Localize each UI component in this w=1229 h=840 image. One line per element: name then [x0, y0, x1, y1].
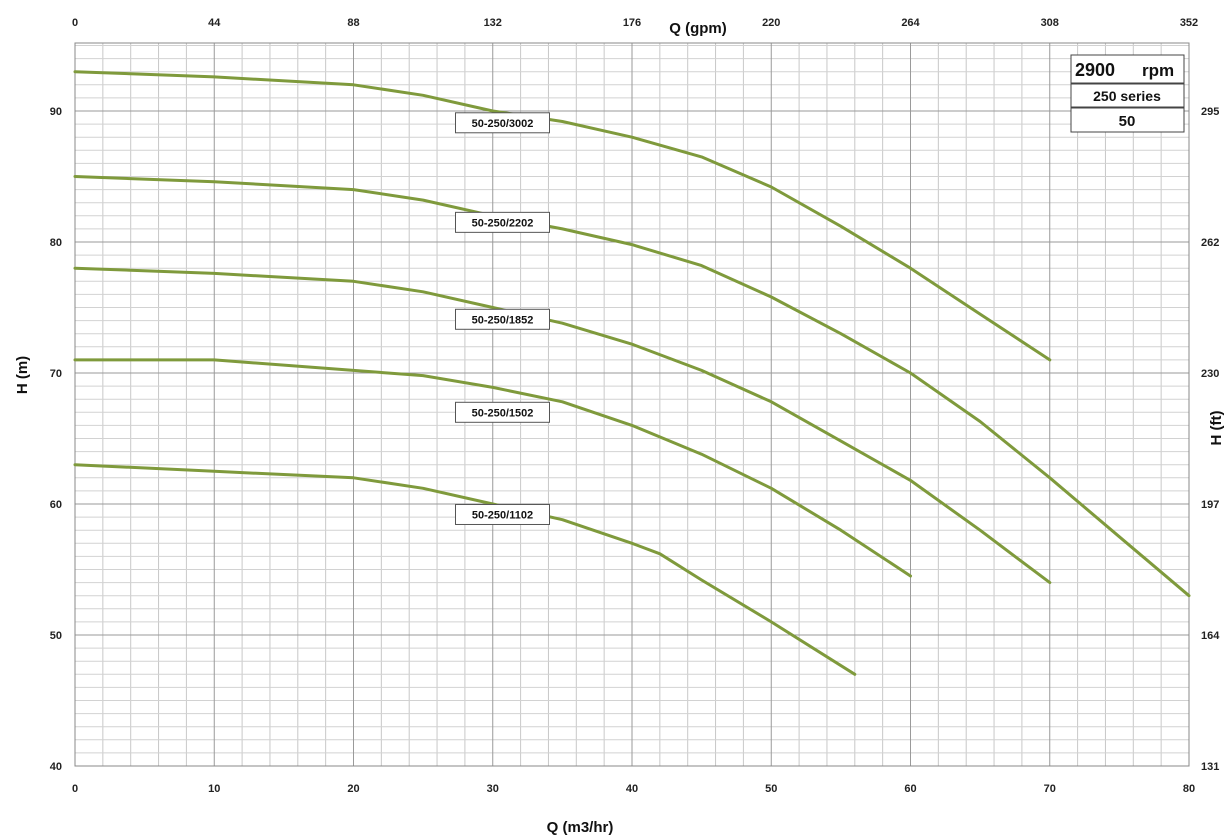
- x2-tick-label: 132: [484, 17, 502, 29]
- y-axis-ticks: 40 50 60 70 80 90: [50, 106, 62, 773]
- x-tick-label: 80: [1183, 783, 1195, 795]
- x-axis-ticks: 0 10 20 30 40 50 60 70 80: [72, 783, 1195, 795]
- x2-axis-title: Q (gpm): [669, 20, 727, 37]
- x2-axis-ticks: 0 44 88 132 176 220 264 308 352: [72, 17, 1198, 29]
- x2-tick-label: 88: [347, 17, 359, 29]
- x-tick-label: 10: [208, 783, 220, 795]
- x-tick-label: 0: [72, 783, 78, 795]
- x2-tick-label: 352: [1180, 17, 1198, 29]
- info-speed: 2900: [1075, 60, 1115, 80]
- y-tick-label: 70: [50, 368, 62, 380]
- y2-tick-label: 197: [1201, 499, 1219, 511]
- y-tick-label: 50: [50, 630, 62, 642]
- x-tick-label: 30: [487, 783, 499, 795]
- y2-tick-label: 262: [1201, 237, 1219, 249]
- y-tick-label: 60: [50, 499, 62, 511]
- curve-50-250/2202: [73, 175, 1191, 598]
- curve-label: 50-250/2202: [454, 211, 550, 233]
- x2-tick-label: 264: [901, 17, 920, 29]
- info-speed-unit: rpm: [1142, 61, 1174, 80]
- x2-tick-label: 44: [208, 17, 221, 29]
- info-box-speed-frame: [1070, 54, 1185, 84]
- info-series-name: 250 series: [1093, 88, 1161, 104]
- x-tick-label: 50: [765, 783, 777, 795]
- curve-50-250/1102: [73, 463, 857, 676]
- plot-frame: [74, 42, 1190, 767]
- curve-50-250/1502: [73, 358, 912, 578]
- y2-tick-label: 131: [1201, 761, 1219, 773]
- x-axis-title: Q (m3/hr): [547, 819, 614, 836]
- curve-label-text: 50-250/1502: [472, 407, 534, 419]
- x-tick-label: 40: [626, 783, 638, 795]
- x2-tick-label: 308: [1041, 17, 1059, 29]
- x-tick-label: 20: [347, 783, 359, 795]
- curve-50-250/1852: [73, 266, 1052, 585]
- y-tick-label: 80: [50, 237, 62, 249]
- x2-tick-label: 176: [623, 17, 641, 29]
- curve-label-text: 50-250/2202: [472, 217, 534, 229]
- x-tick-label: 70: [1044, 783, 1056, 795]
- info-size: 50: [1119, 113, 1136, 130]
- info-box-size-frame: [1070, 107, 1185, 133]
- y-tick-label: 90: [50, 106, 62, 118]
- x2-tick-label: 0: [72, 17, 78, 29]
- info-box-series-frame: [1070, 83, 1185, 108]
- y2-axis-title: H (ft): [1208, 411, 1225, 446]
- curve-label-box: [454, 503, 550, 525]
- curve-label-text: 50-250/1102: [472, 509, 533, 521]
- y2-tick-label: 295: [1201, 106, 1219, 118]
- pump-curves: [73, 70, 1191, 676]
- curve-label-box: [454, 308, 550, 330]
- y-axis-title: H (m): [14, 356, 31, 394]
- plot-border: [74, 42, 1190, 767]
- curve-label: 50-250/1102: [454, 503, 550, 525]
- x2-tick-label: 220: [762, 17, 780, 29]
- x-tick-label: 60: [904, 783, 916, 795]
- curve-label: 50-250/3002: [454, 112, 550, 134]
- info-box: 2900 rpm 250 series 50: [1070, 54, 1185, 133]
- curve-labels: 50-250/3002 50-250/2202 50-250/1852 50-250/…: [454, 112, 550, 525]
- curve-label-text: 50-250/3002: [472, 118, 534, 130]
- curve-label-box: [454, 211, 550, 233]
- y2-axis-ticks: 131 164 197 230 262 295: [1201, 106, 1220, 773]
- curve-label: 50-250/1502: [454, 401, 550, 423]
- y2-tick-label: 230: [1201, 368, 1219, 380]
- curve-label-box: [454, 401, 550, 423]
- curve-label: 50-250/1852: [454, 308, 550, 330]
- curve-50-250/3002: [73, 70, 1052, 362]
- y-tick-label: 40: [50, 761, 62, 773]
- y2-tick-label: 164: [1201, 630, 1220, 642]
- curve-label-box: [454, 112, 550, 134]
- curve-label-text: 50-250/1852: [472, 314, 534, 326]
